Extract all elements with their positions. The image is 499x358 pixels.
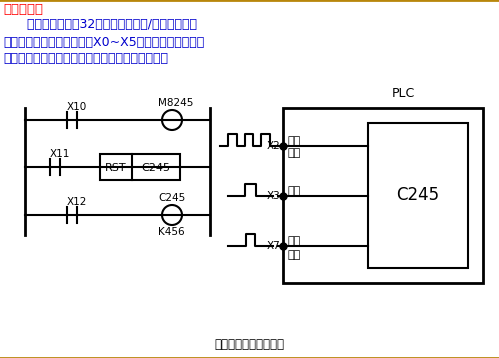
Text: X12: X12	[67, 197, 87, 207]
Text: 启动: 启动	[288, 250, 301, 260]
Text: X2: X2	[266, 141, 280, 151]
Text: 启动: 启动	[288, 236, 301, 246]
Text: C245: C245	[142, 163, 171, 173]
Text: 脉冲: 脉冲	[288, 148, 301, 158]
Text: C245: C245	[396, 187, 440, 204]
Text: 单相单输入高速计数器: 单相单输入高速计数器	[214, 339, 284, 352]
Text: 高速计数器采用终端方式处理，与扫描周期无关。: 高速计数器采用终端方式处理，与扫描周期无关。	[3, 52, 168, 65]
Text: X3: X3	[266, 191, 280, 201]
Bar	[283, 108, 483, 283]
Text: X7: X7	[266, 241, 280, 251]
Text: 编程软元件: 编程软元件	[3, 3, 43, 16]
Text: M8245: M8245	[158, 98, 194, 108]
Text: RST: RST	[105, 163, 127, 173]
Text: 高速计数器也是32位停电保持型增/减计数器，但: 高速计数器也是32位停电保持型增/减计数器，但	[3, 18, 197, 31]
Text: X10: X10	[67, 102, 87, 112]
Text: 高速: 高速	[288, 136, 301, 146]
Text: K456: K456	[158, 227, 185, 237]
Text: X11: X11	[50, 149, 70, 159]
Text: 它们只对特定的输入端子（X0~X5）的脉冲进行计数。: 它们只对特定的输入端子（X0~X5）的脉冲进行计数。	[3, 36, 204, 49]
Bar	[368, 123, 468, 268]
Text: PLC: PLC	[391, 87, 415, 100]
Bar	[100, 154, 180, 180]
Text: 复位: 复位	[288, 186, 301, 196]
Text: C245: C245	[158, 193, 185, 203]
